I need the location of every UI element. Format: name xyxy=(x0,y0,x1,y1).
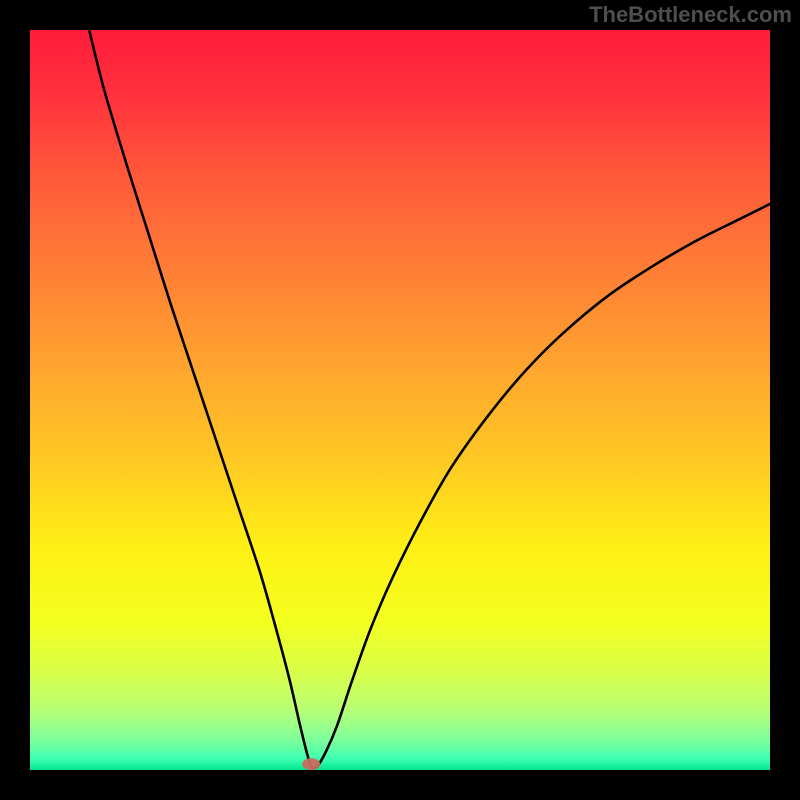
minimum-marker xyxy=(302,758,320,770)
gradient-background xyxy=(30,30,770,770)
chart-root: TheBottleneck.com xyxy=(0,0,800,800)
plot-svg xyxy=(30,30,770,770)
watermark-text: TheBottleneck.com xyxy=(589,2,792,28)
plot-area xyxy=(30,30,770,770)
